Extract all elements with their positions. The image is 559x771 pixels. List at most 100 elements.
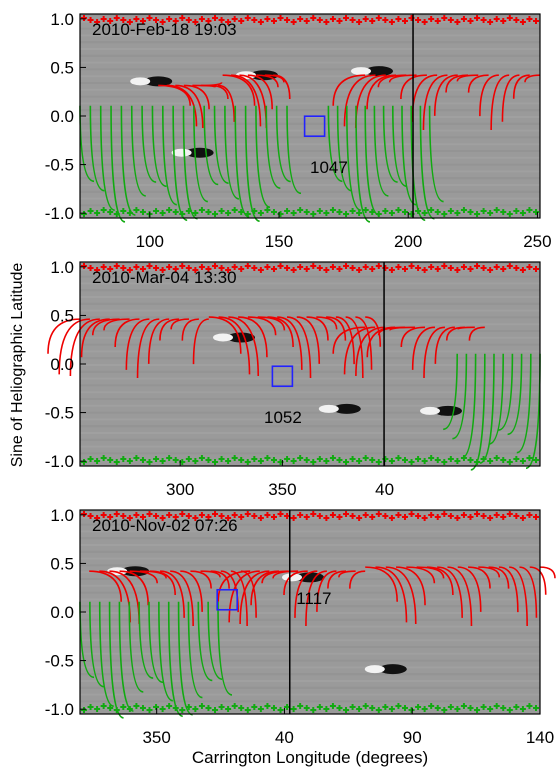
- field-line-red: [467, 74, 489, 93]
- field-line-red: [423, 326, 446, 379]
- texture: [80, 88, 540, 91]
- y-tick-label: -0.5: [45, 652, 74, 671]
- field-line-green: [151, 105, 167, 188]
- field-line-red: [365, 566, 398, 602]
- green-footpoints: [81, 207, 539, 217]
- texture: [80, 41, 540, 44]
- green-footpoints: [81, 455, 539, 465]
- y-tick-label: 0.5: [50, 306, 74, 325]
- field-line-green: [177, 601, 193, 716]
- texture: [80, 75, 540, 78]
- field-line-red: [456, 74, 479, 82]
- texture: [80, 550, 540, 553]
- field-line-red: [222, 74, 256, 106]
- field-line-red: [332, 326, 366, 354]
- field-line-green: [346, 105, 362, 211]
- texture: [80, 418, 540, 421]
- field-line-red: [457, 566, 482, 612]
- field-line-red: [247, 316, 277, 336]
- field-line-green: [244, 105, 260, 223]
- field-line-red: [181, 318, 199, 341]
- texture: [80, 136, 540, 139]
- sunspot-dark: [332, 403, 361, 414]
- texture: [80, 618, 540, 621]
- region-number: 1047: [310, 158, 348, 177]
- field-line-red: [192, 318, 209, 365]
- texture: [80, 48, 540, 50]
- field-line-green: [141, 105, 157, 183]
- field-line-red: [512, 74, 530, 99]
- x-axis-title: Carrington Longitude (degrees): [192, 748, 428, 767]
- field-line-red: [457, 326, 475, 330]
- texture: [80, 61, 540, 64]
- field-line-green: [217, 601, 233, 696]
- field-line-red: [166, 84, 198, 127]
- region-number: 1117: [296, 589, 331, 608]
- region-box: [303, 115, 326, 137]
- x-tick-label: 140: [526, 728, 554, 747]
- field-line-green: [182, 105, 198, 220]
- texture: [80, 530, 540, 533]
- field-line-red: [190, 570, 212, 589]
- texture: [80, 591, 540, 594]
- field-line-red: [498, 566, 519, 613]
- field-line-red: [217, 84, 236, 122]
- field-line-green: [470, 353, 486, 471]
- field-line-red: [239, 570, 270, 625]
- red-footpoints: [81, 263, 539, 273]
- y-tick-label: -1.0: [45, 700, 74, 719]
- texture: [80, 282, 540, 285]
- texture: [80, 302, 540, 305]
- field-line-red: [447, 566, 473, 627]
- sunspot-light: [318, 404, 339, 413]
- field-line-red: [170, 318, 189, 330]
- field-line-green: [327, 105, 343, 183]
- texture: [80, 296, 540, 298]
- sunspot-light: [351, 67, 371, 76]
- field-line-green: [507, 353, 523, 436]
- y-tick-label: -0.5: [45, 156, 74, 175]
- y-tick-label: 1.0: [50, 10, 74, 29]
- x-tick-label: 40: [275, 728, 294, 747]
- field-line-green: [130, 105, 146, 197]
- field-line-red: [209, 84, 229, 100]
- texture: [80, 584, 540, 587]
- field-line-green: [428, 105, 444, 203]
- texture: [80, 646, 540, 648]
- field-line-red: [89, 570, 122, 602]
- y-axis-title: Sine of Heliographic Latitude: [9, 263, 26, 468]
- field-line-red: [250, 570, 279, 606]
- texture: [80, 452, 540, 455]
- texture: [80, 68, 540, 71]
- field-line-red: [343, 326, 376, 375]
- field-line-green: [488, 353, 504, 445]
- texture: [80, 432, 540, 434]
- texture: [80, 411, 540, 414]
- field-line-red: [355, 316, 373, 370]
- field-line-red: [183, 84, 210, 110]
- field-line-green: [498, 353, 514, 431]
- field-line-red: [218, 316, 251, 375]
- texture: [80, 659, 540, 662]
- field-line-red: [257, 316, 286, 331]
- y-tick-label: -1.0: [45, 204, 74, 223]
- sunspot-dark: [378, 664, 407, 675]
- field-line-red: [355, 326, 386, 377]
- sunspot-light: [364, 665, 385, 674]
- texture: [80, 564, 540, 567]
- field-line-green: [392, 105, 408, 188]
- texture: [80, 289, 540, 292]
- field-line-red: [180, 570, 203, 612]
- y-tick-label: 0.0: [50, 355, 74, 374]
- field-line-red: [200, 570, 221, 578]
- field-line-red: [400, 74, 427, 99]
- y-tick-label: 0.0: [50, 107, 74, 126]
- field-line-red: [490, 74, 510, 131]
- texture: [80, 510, 540, 512]
- field-line-green: [172, 105, 188, 222]
- field-line-red: [433, 74, 458, 116]
- field-line-red: [294, 570, 318, 618]
- sunspot-light: [130, 77, 151, 86]
- field-line-green: [452, 353, 468, 440]
- red-footpoints: [81, 511, 539, 521]
